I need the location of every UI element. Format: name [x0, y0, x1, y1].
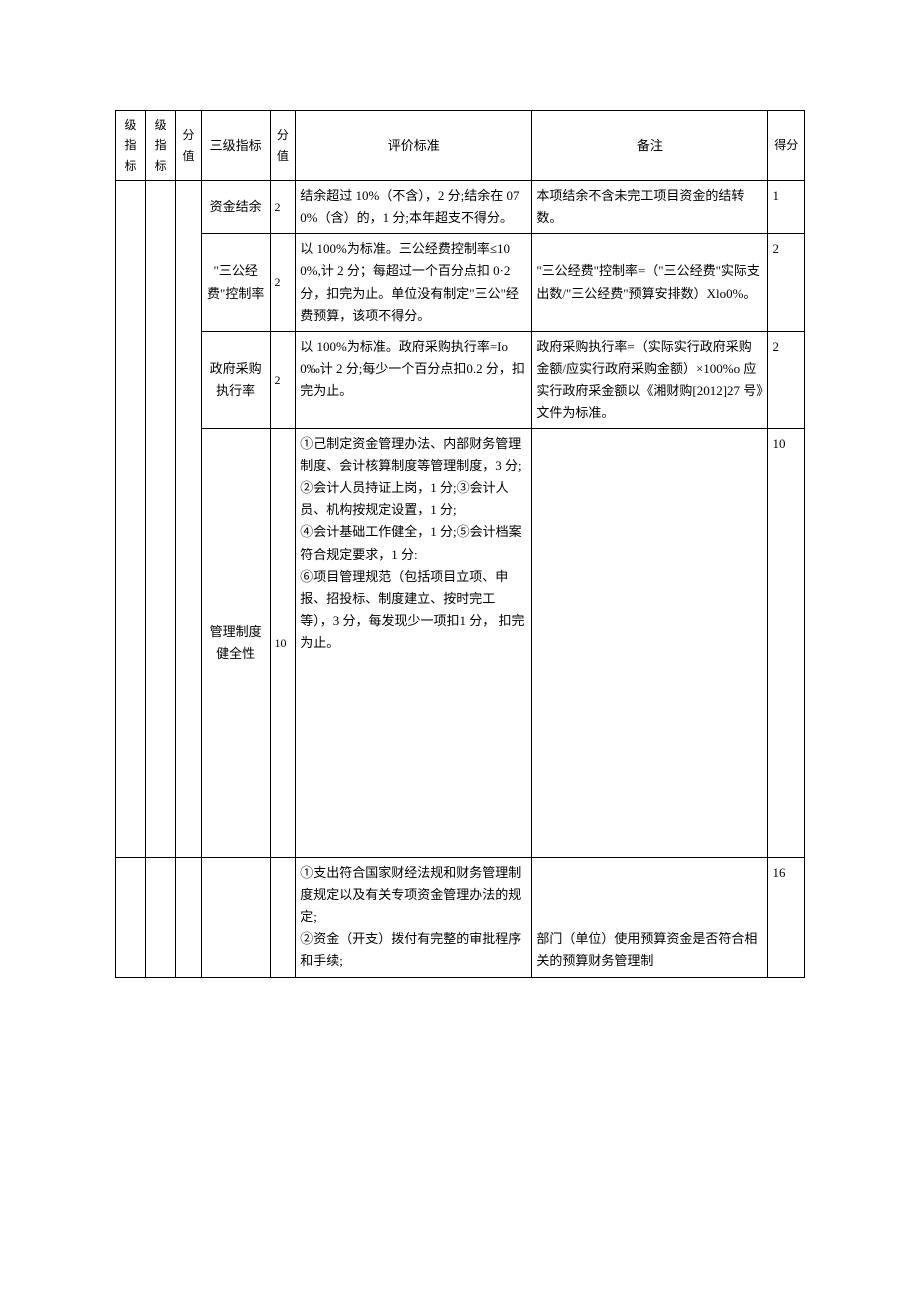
table-row: ①支出符合国家财经法规和财务管理制度规定以及有关专项资金管理办法的规定; ②资金…: [116, 858, 805, 977]
cell-remark: 部门（单位）使用预算资金是否符合相关的预算财务管理制: [532, 858, 768, 977]
cell-score3: 10: [270, 429, 296, 858]
cell-three: [201, 858, 270, 977]
cell-level2: [146, 181, 176, 858]
cell-score: 2: [768, 331, 805, 428]
header-score-a: 分值: [176, 111, 202, 181]
cell-remark: [532, 429, 768, 858]
cell-three: "三公经费"控制率: [201, 234, 270, 331]
header-level3: 三级指标: [201, 111, 270, 181]
table-row: 管理制度健全性 10 ①己制定资金管理办法、内部财务管理制度、会计核算制度等管理…: [116, 429, 805, 858]
table-row: 资金结余 2 结余超过 10%（不含），2 分;结余在 070%（含）的，1 分…: [116, 181, 805, 234]
cell-level2: [146, 858, 176, 977]
header-score-b: 分值: [270, 111, 296, 181]
header-criteria: 评价标准: [296, 111, 532, 181]
header-level1: 级指标: [116, 111, 146, 181]
header-score: 得分: [768, 111, 805, 181]
document-page: 级指标 级指标 分值 三级指标 分值 评价标准 备注 得分 资金结余 2 结余超…: [0, 0, 920, 1301]
header-remark: 备注: [532, 111, 768, 181]
cell-score3: [270, 858, 296, 977]
cell-level1: [116, 181, 146, 858]
cell-score: 1: [768, 181, 805, 234]
cell-criteria: ①己制定资金管理办法、内部财务管理制度、会计核算制度等管理制度，3 分;②会计人…: [296, 429, 532, 858]
cell-remark: 本项结余不含未完工项目资金的结转数。: [532, 181, 768, 234]
cell-criteria: ①支出符合国家财经法规和财务管理制度规定以及有关专项资金管理办法的规定; ②资金…: [296, 858, 532, 977]
cell-score3: 2: [270, 181, 296, 234]
cell-remark: "三公经费"控制率=（"三公经费"实际支出数/"三公经费"预算安排数）Xlo0%…: [532, 234, 768, 331]
cell-remark: 政府采购执行率=（实际实行政府采购金额/应实行政府采购金额）×100%o 应实行…: [532, 331, 768, 428]
cell-score: 16: [768, 858, 805, 977]
cell-level1: [116, 858, 146, 977]
cell-score: 10: [768, 429, 805, 858]
cell-score3: 2: [270, 234, 296, 331]
cell-three: 管理制度健全性: [201, 429, 270, 858]
header-level2: 级指标: [146, 111, 176, 181]
cell-criteria: 以 100%为标准。三公经费控制率≤100%,计 2 分；每超过一个百分点扣 0…: [296, 234, 532, 331]
evaluation-table: 级指标 级指标 分值 三级指标 分值 评价标准 备注 得分 资金结余 2 结余超…: [115, 110, 805, 978]
cell-criteria: 以 100%为标准。政府采购执行率=Io0‰计 2 分;每少一个百分点扣0.2 …: [296, 331, 532, 428]
cell-score3: 2: [270, 331, 296, 428]
cell-score-a: [176, 858, 202, 977]
table-header-row: 级指标 级指标 分值 三级指标 分值 评价标准 备注 得分: [116, 111, 805, 181]
cell-criteria: 结余超过 10%（不含），2 分;结余在 070%（含）的，1 分;本年超支不得…: [296, 181, 532, 234]
cell-score-a: [176, 181, 202, 858]
cell-three: 政府采购执行率: [201, 331, 270, 428]
cell-score: 2: [768, 234, 805, 331]
table-row: 政府采购执行率 2 以 100%为标准。政府采购执行率=Io0‰计 2 分;每少…: [116, 331, 805, 428]
cell-three: 资金结余: [201, 181, 270, 234]
table-row: "三公经费"控制率 2 以 100%为标准。三公经费控制率≤100%,计 2 分…: [116, 234, 805, 331]
